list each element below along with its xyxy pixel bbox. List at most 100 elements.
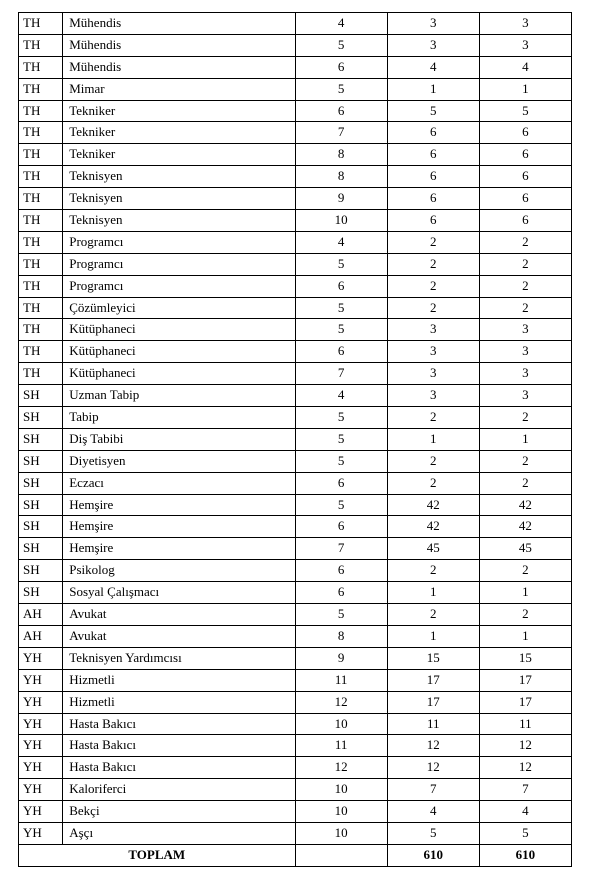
total-n1 [295,844,387,866]
table-row: YHAşçı1055 [19,822,572,844]
cell-code: TH [19,166,63,188]
cell-title: Hemşire [63,538,295,560]
cell-code: AH [19,604,63,626]
cell-code: YH [19,757,63,779]
table-row: SHDiyetisyen522 [19,450,572,472]
cell-number: 6 [387,210,479,232]
cell-code: TH [19,100,63,122]
table-row: THProgramcı622 [19,275,572,297]
cell-number: 10 [295,779,387,801]
cell-code: TH [19,297,63,319]
cell-number: 7 [295,122,387,144]
cell-code: AH [19,625,63,647]
cell-code: SH [19,538,63,560]
cell-number: 4 [295,231,387,253]
table-row: YHHasta Bakıcı111212 [19,735,572,757]
cell-number: 4 [387,56,479,78]
table-row: THMühendis533 [19,34,572,56]
cell-code: TH [19,13,63,35]
cell-title: Teknisyen Yardımcısı [63,647,295,669]
cell-number: 12 [479,735,571,757]
cell-number: 5 [387,822,479,844]
cell-number: 17 [387,691,479,713]
cell-number: 11 [295,669,387,691]
cell-title: Psikolog [63,560,295,582]
table-row: YHTeknisyen Yardımcısı91515 [19,647,572,669]
total-row: TOPLAM610610 [19,844,572,866]
table-row: SHHemşire74545 [19,538,572,560]
cell-number: 3 [387,13,479,35]
cell-number: 9 [295,647,387,669]
cell-number: 6 [479,210,571,232]
cell-number: 10 [295,713,387,735]
cell-number: 15 [479,647,571,669]
cell-title: Mühendis [63,34,295,56]
cell-number: 2 [479,275,571,297]
cell-number: 1 [387,428,479,450]
cell-title: Eczacı [63,472,295,494]
cell-title: Hizmetli [63,691,295,713]
table-row: YHHasta Bakıcı101111 [19,713,572,735]
cell-number: 2 [479,253,571,275]
cell-number: 2 [479,297,571,319]
cell-code: TH [19,122,63,144]
cell-number: 10 [295,210,387,232]
table-row: SHTabip522 [19,407,572,429]
cell-number: 3 [479,319,571,341]
cell-number: 42 [387,494,479,516]
cell-title: Diyetisyen [63,450,295,472]
cell-code: TH [19,144,63,166]
cell-title: Teknisyen [63,166,295,188]
cell-title: Tekniker [63,144,295,166]
cell-number: 6 [295,341,387,363]
cell-number: 3 [387,341,479,363]
cell-number: 8 [295,625,387,647]
table-row: YHHizmetli121717 [19,691,572,713]
cell-number: 3 [479,13,571,35]
cell-number: 6 [387,188,479,210]
table-row: THKütüphaneci633 [19,341,572,363]
cell-title: Kütüphaneci [63,319,295,341]
table-row: THTekniker655 [19,100,572,122]
cell-title: Hemşire [63,516,295,538]
table-body: THMühendis433THMühendis533THMühendis644T… [19,13,572,867]
table-row: SHUzman Tabip433 [19,385,572,407]
cell-code: TH [19,56,63,78]
cell-code: SH [19,407,63,429]
cell-number: 3 [387,385,479,407]
table-row: THTekniker766 [19,122,572,144]
cell-number: 10 [295,822,387,844]
cell-title: Hasta Bakıcı [63,757,295,779]
cell-code: YH [19,779,63,801]
cell-title: Tekniker [63,122,295,144]
cell-number: 7 [387,779,479,801]
table-row: THTeknisyen1066 [19,210,572,232]
cell-title: Diş Tabibi [63,428,295,450]
cell-number: 1 [387,625,479,647]
cell-number: 17 [479,669,571,691]
cell-title: Kütüphaneci [63,341,295,363]
cell-code: SH [19,385,63,407]
cell-number: 1 [387,78,479,100]
cell-number: 12 [387,735,479,757]
table-row: THMimar511 [19,78,572,100]
cell-title: Aşçı [63,822,295,844]
cell-code: TH [19,210,63,232]
cell-number: 5 [295,450,387,472]
cell-number: 11 [295,735,387,757]
cell-title: Hizmetli [63,669,295,691]
table-row: THProgramcı522 [19,253,572,275]
total-n3: 610 [479,844,571,866]
cell-number: 5 [295,604,387,626]
cell-number: 4 [387,801,479,823]
total-n2: 610 [387,844,479,866]
cell-code: TH [19,319,63,341]
cell-title: Çözümleyici [63,297,295,319]
cell-number: 42 [479,494,571,516]
cell-number: 45 [479,538,571,560]
table-row: AHAvukat811 [19,625,572,647]
cell-number: 5 [295,428,387,450]
cell-number: 2 [479,604,571,626]
cell-number: 2 [387,275,479,297]
cell-code: SH [19,494,63,516]
